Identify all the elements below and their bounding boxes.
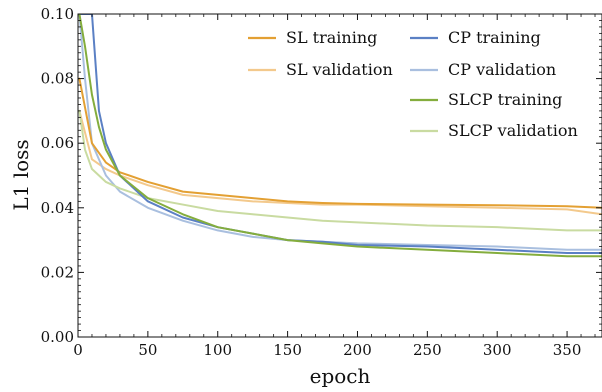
legend-label: SLCP validation xyxy=(448,121,578,140)
series-line-slcp-validation xyxy=(78,109,602,232)
y-tick-label: 0.02 xyxy=(41,263,74,281)
x-tick-label: 150 xyxy=(273,341,302,359)
legend-item: SL training xyxy=(248,28,377,47)
series-layer xyxy=(78,14,602,258)
x-tick-label: 350 xyxy=(553,341,582,359)
legend-item: SL validation xyxy=(248,60,393,79)
legend: SL training SL validation CP training CP va… xyxy=(248,28,578,140)
legend-label: SLCP training xyxy=(448,90,562,109)
series-line-cp-validation xyxy=(78,14,602,251)
x-tick-label: 0 xyxy=(73,341,83,359)
legend-label: SL validation xyxy=(286,60,393,79)
x-tick-label: 300 xyxy=(483,341,512,359)
legend-label: SL training xyxy=(286,28,377,47)
legend-item: SLCP training xyxy=(410,90,562,109)
y-tick-label: 0.06 xyxy=(41,134,74,152)
legend-item: CP validation xyxy=(410,60,556,79)
y-tick-label: 0.04 xyxy=(41,199,74,217)
series-line-slcp-training xyxy=(78,14,602,258)
x-axis-label: epoch xyxy=(310,364,371,388)
legend-label: CP validation xyxy=(448,60,556,79)
legend-item: SLCP validation xyxy=(410,121,578,140)
y-tick-label: 0.08 xyxy=(41,70,74,88)
y-tick-label: 0.10 xyxy=(41,5,74,23)
x-tick-label: 200 xyxy=(343,341,372,359)
x-tick-label: 250 xyxy=(413,341,442,359)
y-axis-label: L1 loss xyxy=(9,139,33,210)
x-tick-label: 50 xyxy=(138,341,157,359)
legend-item: CP training xyxy=(410,28,541,47)
legend-label: CP training xyxy=(448,28,541,47)
ticks-layer: 0 50 100 150 200 250 300 350 0.00 0.02 0.04 0.06 0.0… xyxy=(41,5,602,359)
series-line-sl-validation xyxy=(78,109,602,216)
y-tick-label: 0.00 xyxy=(41,328,74,346)
series-line-sl-training xyxy=(78,77,602,209)
x-tick-label: 100 xyxy=(203,341,232,359)
